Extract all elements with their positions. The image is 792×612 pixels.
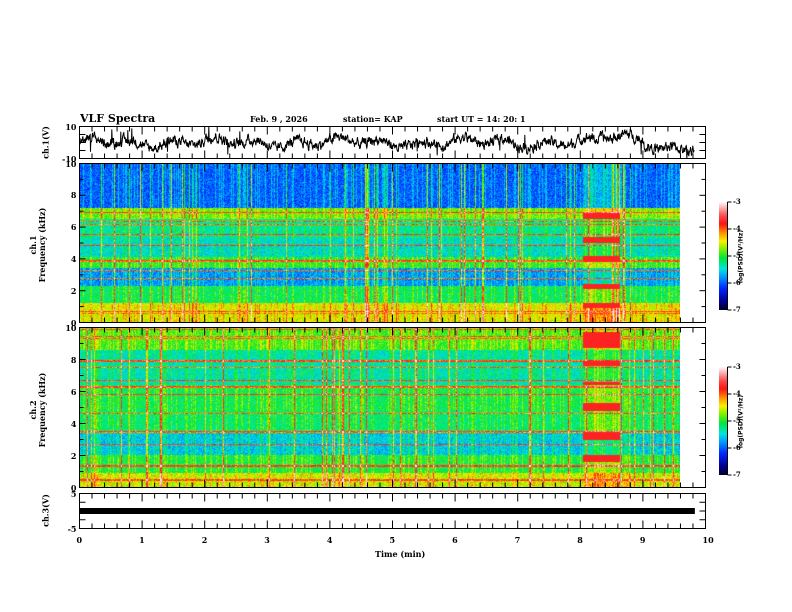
- colorbar-tick-label: -5: [733, 251, 741, 260]
- ch2-ylabel-line2: Frequency (kHz): [37, 372, 47, 448]
- x-tick-label: 1: [139, 535, 145, 545]
- y-tick-label: 10: [65, 322, 77, 333]
- y-tick-label: 10: [65, 158, 77, 169]
- x-axis-label: Time (min): [375, 549, 426, 559]
- x-tick-label: 0: [76, 535, 83, 545]
- y-tick-label: 10: [65, 121, 77, 132]
- colorbar-tick-label: -3: [733, 197, 741, 206]
- ch1-waveform-line: [79, 126, 695, 159]
- panel-frame-2: [79, 327, 706, 488]
- ch2-spectrogram-image: [80, 327, 680, 487]
- y-tick-label: 2: [70, 450, 77, 461]
- y-tick-label: 2: [70, 285, 77, 296]
- colorbar-tick-label: -3: [733, 362, 741, 371]
- station-label: station= KAP: [343, 114, 403, 124]
- plot-title: VLF Spectra: [80, 112, 156, 125]
- start-time-label: start UT = 14: 20: 1: [437, 114, 526, 124]
- ch1-colorbar: [719, 202, 727, 310]
- ch1-frequency-ylabel: ch.1 Frequency (kHz): [28, 195, 47, 295]
- ch2-frequency-ylabel: ch.2 Frequency (kHz): [28, 360, 47, 460]
- y-tick-label: 5: [70, 488, 77, 499]
- ch3-waveform-trace: [79, 508, 695, 514]
- colorbar-tick-label: -6: [733, 443, 741, 452]
- y-tick-label: 4: [70, 253, 77, 264]
- ch3-voltage-ylabel: ch.3(V): [40, 494, 51, 527]
- colorbar-tick-label: -7: [733, 305, 741, 314]
- y-tick-label: 8: [70, 190, 77, 201]
- x-tick-label: 3: [264, 535, 270, 545]
- x-tick-label: 4: [326, 535, 333, 545]
- x-tick-label: 6: [452, 535, 458, 545]
- ch1-ylabel-line2: Frequency (kHz): [37, 207, 47, 283]
- x-tick-label: 7: [514, 535, 521, 545]
- y-tick-label: 6: [70, 386, 77, 397]
- colorbar-tick-label: -5: [733, 416, 741, 425]
- x-tick-label: 5: [389, 535, 396, 545]
- colorbar-tick-label: -7: [733, 470, 741, 479]
- y-tick-label: 8: [70, 354, 77, 365]
- y-tick-label: -10: [62, 153, 77, 164]
- ch1-spectrogram-image: [80, 163, 680, 322]
- y-tick-label: 4: [70, 418, 77, 429]
- colorbar-tick-label: -6: [733, 278, 741, 287]
- y-tick-label: 6: [70, 222, 77, 233]
- date-label: Feb. 9 , 2026: [250, 114, 308, 124]
- y-tick-label: 0: [70, 317, 77, 328]
- x-tick-label: 8: [577, 535, 583, 545]
- x-tick-label: 2: [201, 535, 208, 545]
- x-tick-label: 9: [639, 535, 646, 545]
- colorbar-tick-label: -4: [733, 389, 741, 398]
- ch2-colorbar: [719, 367, 727, 475]
- colorbar-tick-label: -4: [733, 224, 741, 233]
- panel-frame-1: [79, 163, 706, 323]
- y-tick-label: 0: [70, 482, 77, 493]
- y-tick-label: -5: [67, 523, 77, 534]
- ch1-voltage-ylabel: ch.1(V): [40, 126, 51, 159]
- x-tick-label: 10: [702, 535, 714, 545]
